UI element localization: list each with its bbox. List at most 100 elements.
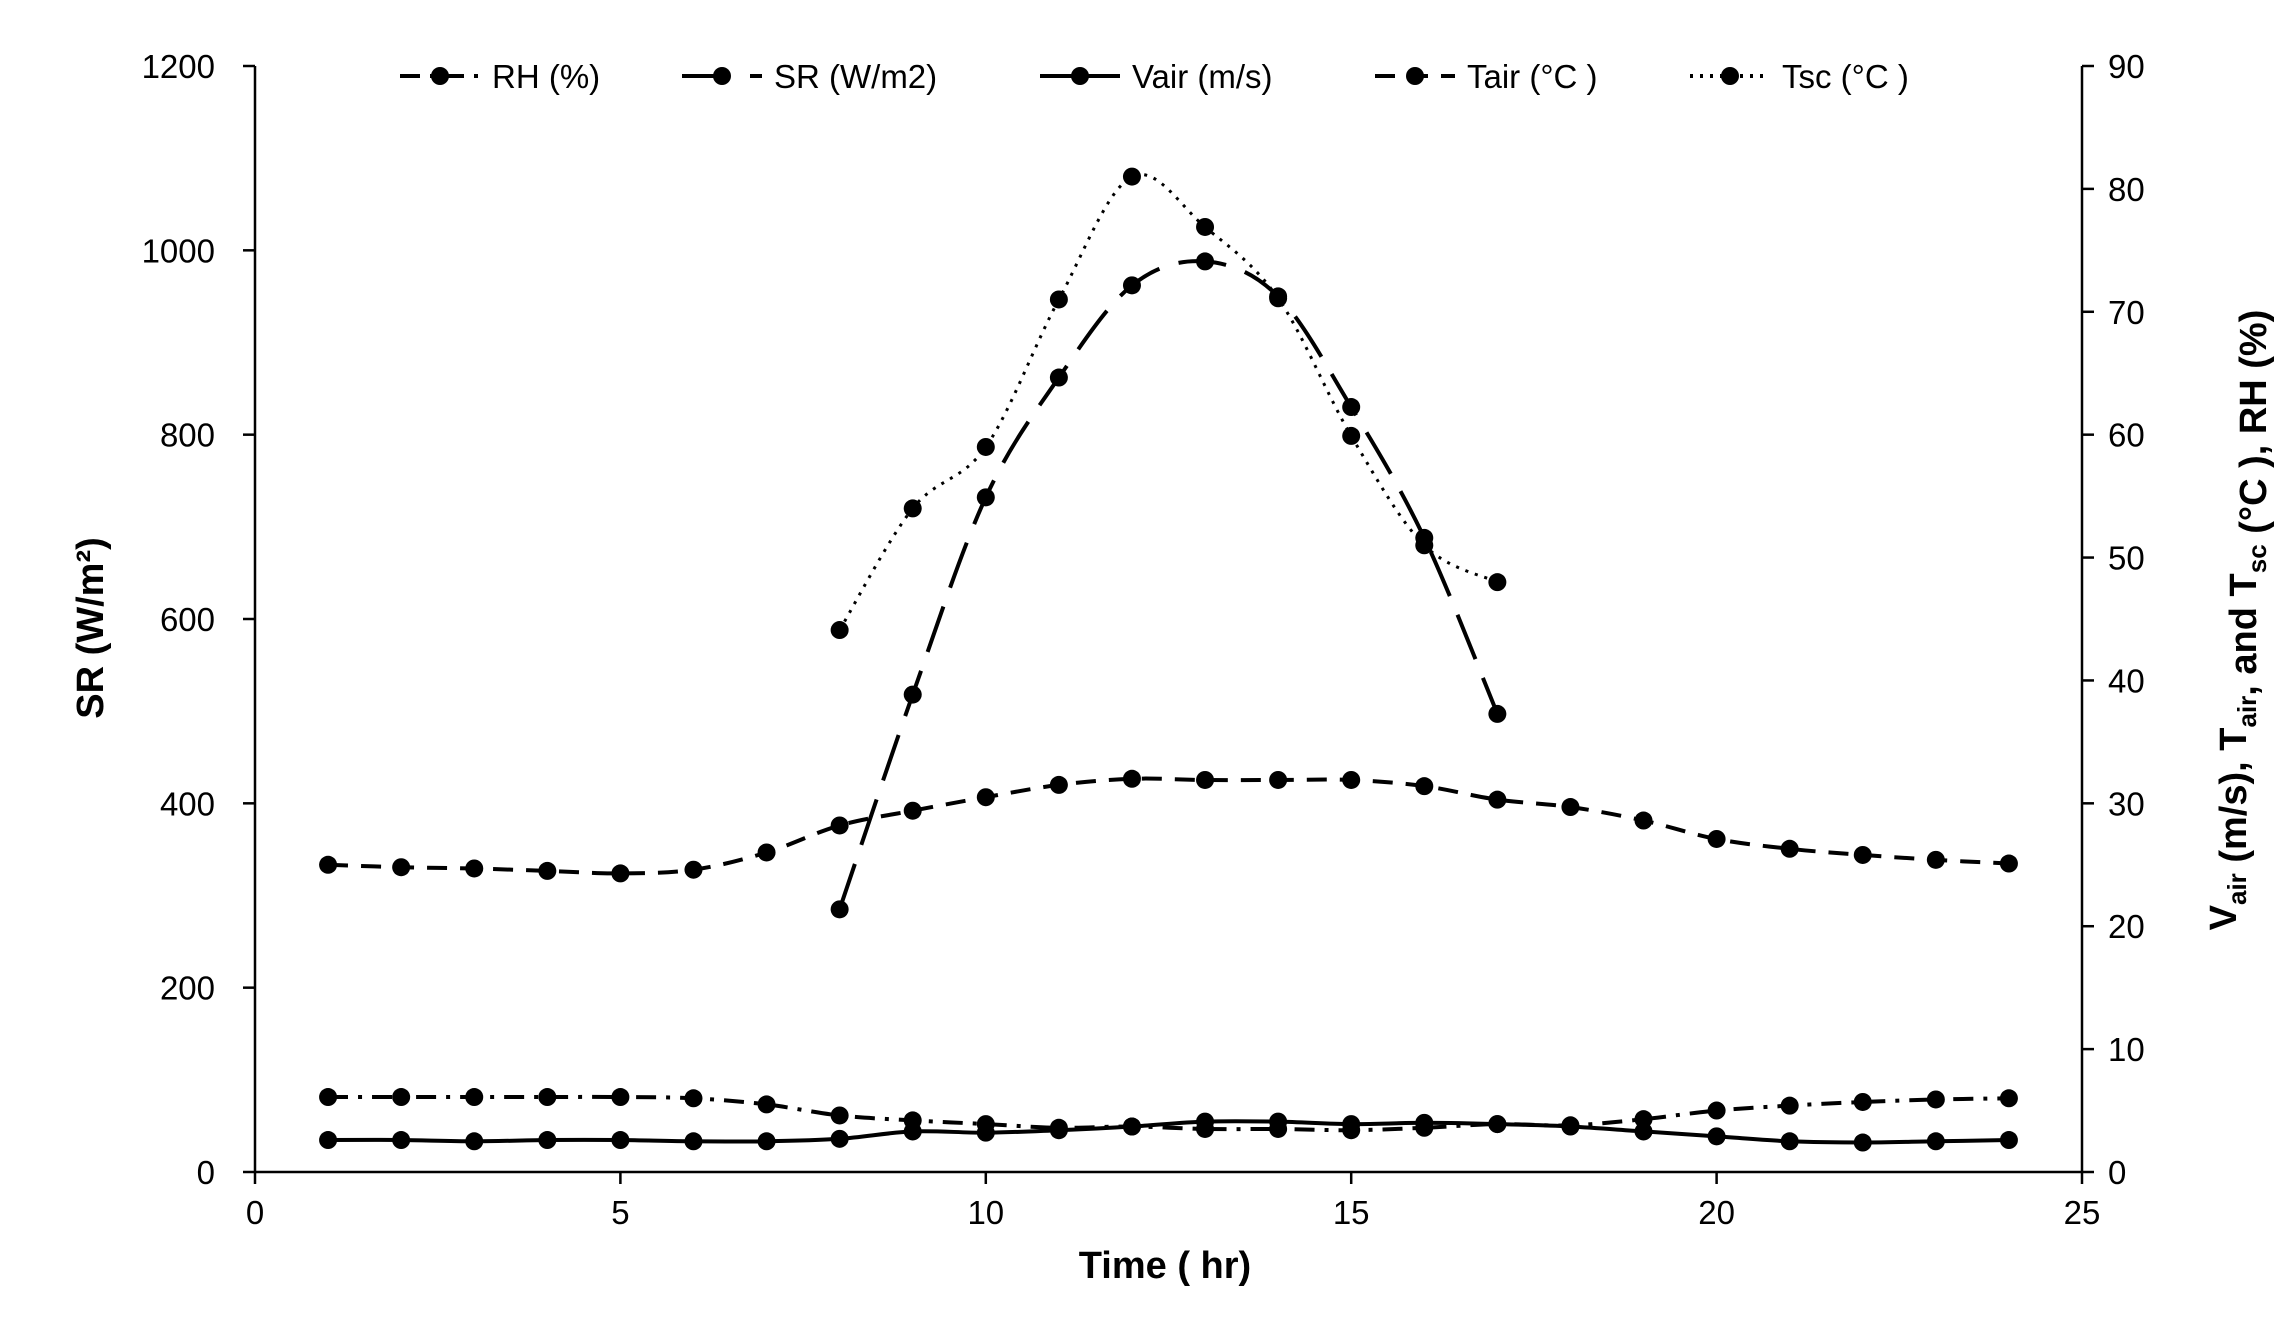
data-point <box>538 1131 557 1150</box>
series-line <box>328 1119 2009 1145</box>
data-point <box>465 859 484 878</box>
data-point <box>1780 1096 1799 1115</box>
data-point <box>1488 573 1507 592</box>
series-group <box>319 167 2018 1152</box>
data-point <box>1488 1115 1507 1134</box>
series-tsc-c <box>830 167 1507 640</box>
legend-label: Tair (°C ) <box>1467 58 1598 95</box>
data-point <box>1926 1132 1945 1151</box>
data-point <box>538 861 557 880</box>
data-point <box>1342 398 1361 417</box>
legend-label: SR (W/m2) <box>774 58 937 95</box>
data-point <box>1926 850 1945 869</box>
legend-item-vair-m-s: Vair (m/s) <box>1040 58 1273 95</box>
data-point <box>1634 811 1653 830</box>
data-point <box>1707 1101 1726 1120</box>
series-line <box>838 173 1499 631</box>
data-point <box>903 685 922 704</box>
data-point <box>976 788 995 807</box>
y-right-tick-label: 50 <box>2108 540 2145 577</box>
data-point <box>465 1088 484 1107</box>
data-point <box>757 843 776 862</box>
y-left-tick-label: 800 <box>160 417 215 454</box>
data-point <box>1049 368 1068 387</box>
data-point <box>1269 770 1288 789</box>
data-point <box>684 860 703 879</box>
legend-label: Tsc (°C ) <box>1782 58 1909 95</box>
data-point <box>830 1106 849 1125</box>
data-point <box>1049 775 1068 794</box>
data-point <box>1634 1122 1653 1141</box>
data-point <box>1780 839 1799 858</box>
data-point <box>1269 289 1288 308</box>
data-point <box>1049 1121 1068 1140</box>
data-point <box>976 437 995 456</box>
series-line <box>837 259 1500 910</box>
y-right-tick-label: 70 <box>2108 294 2145 331</box>
data-point <box>1561 1117 1580 1136</box>
series-sr-w-m2 <box>830 252 1507 919</box>
series-vair-m-s <box>319 1112 2018 1152</box>
data-point <box>1415 777 1434 796</box>
data-point <box>830 1129 849 1148</box>
data-point <box>1122 1117 1141 1136</box>
data-point <box>1853 1133 1872 1152</box>
y-right-tick-label: 40 <box>2108 662 2145 699</box>
x-tick-label: 0 <box>246 1194 264 1231</box>
axes: 0 5 10 15 20 25020040060080010001200010203040… <box>142 48 2145 1231</box>
data-point <box>392 1131 411 1150</box>
data-point <box>611 1131 630 1150</box>
data-point <box>538 1088 557 1107</box>
data-point <box>976 488 995 507</box>
series-rh <box>319 1088 2018 1140</box>
legend-marker <box>1406 67 1424 85</box>
data-point <box>757 1095 776 1114</box>
legend-item-sr-w-m2: SR (W/m2) <box>682 58 937 95</box>
y-left-tick-label: 1200 <box>142 48 215 85</box>
data-point <box>1999 1131 2018 1150</box>
legend-item-tsc-c: Tsc (°C ) <box>1690 58 1909 95</box>
y-right-tick-label: 90 <box>2108 48 2145 85</box>
data-point <box>1049 290 1068 309</box>
legend-item-tair-c: Tair (°C ) <box>1375 58 1598 95</box>
y-left-axis-title: SR (W/m²) <box>70 537 112 719</box>
data-point <box>1780 1132 1799 1151</box>
data-point <box>830 900 849 919</box>
legend-marker <box>431 67 449 85</box>
data-point <box>611 1088 630 1107</box>
legend-marker <box>1721 67 1739 85</box>
x-tick-label: 5 <box>611 1194 629 1231</box>
data-point <box>1488 704 1507 723</box>
data-point <box>830 816 849 835</box>
data-point <box>684 1089 703 1108</box>
y-right-tick-label: 80 <box>2108 171 2145 208</box>
data-point <box>392 858 411 877</box>
y-right-tick-label: 60 <box>2108 417 2145 454</box>
y-right-axis-title: Vair (m/s), Tair, and Tsc (°C ), RH (%) <box>2203 310 2275 931</box>
y-left-tick-label: 0 <box>197 1154 215 1191</box>
data-point <box>684 1132 703 1151</box>
data-point <box>319 1131 338 1150</box>
data-point <box>830 621 849 640</box>
data-point <box>319 1088 338 1107</box>
data-point <box>757 1132 776 1151</box>
data-point <box>903 499 922 518</box>
data-point <box>1342 1115 1361 1134</box>
data-point <box>1122 769 1141 788</box>
y-right-tick-label: 0 <box>2108 1154 2126 1191</box>
data-point <box>1999 854 2018 873</box>
legend-label: Vair (m/s) <box>1132 58 1273 95</box>
series-tair-c <box>319 769 2018 883</box>
data-point <box>1488 790 1507 809</box>
data-point <box>903 1122 922 1141</box>
y-left-tick-label: 600 <box>160 601 215 638</box>
data-point <box>976 1123 995 1142</box>
data-point <box>1196 217 1215 236</box>
data-point <box>1122 276 1141 295</box>
data-point <box>1342 426 1361 445</box>
data-point <box>1196 1112 1215 1131</box>
legend-label: RH (%) <box>492 58 600 95</box>
data-point <box>1853 845 1872 864</box>
